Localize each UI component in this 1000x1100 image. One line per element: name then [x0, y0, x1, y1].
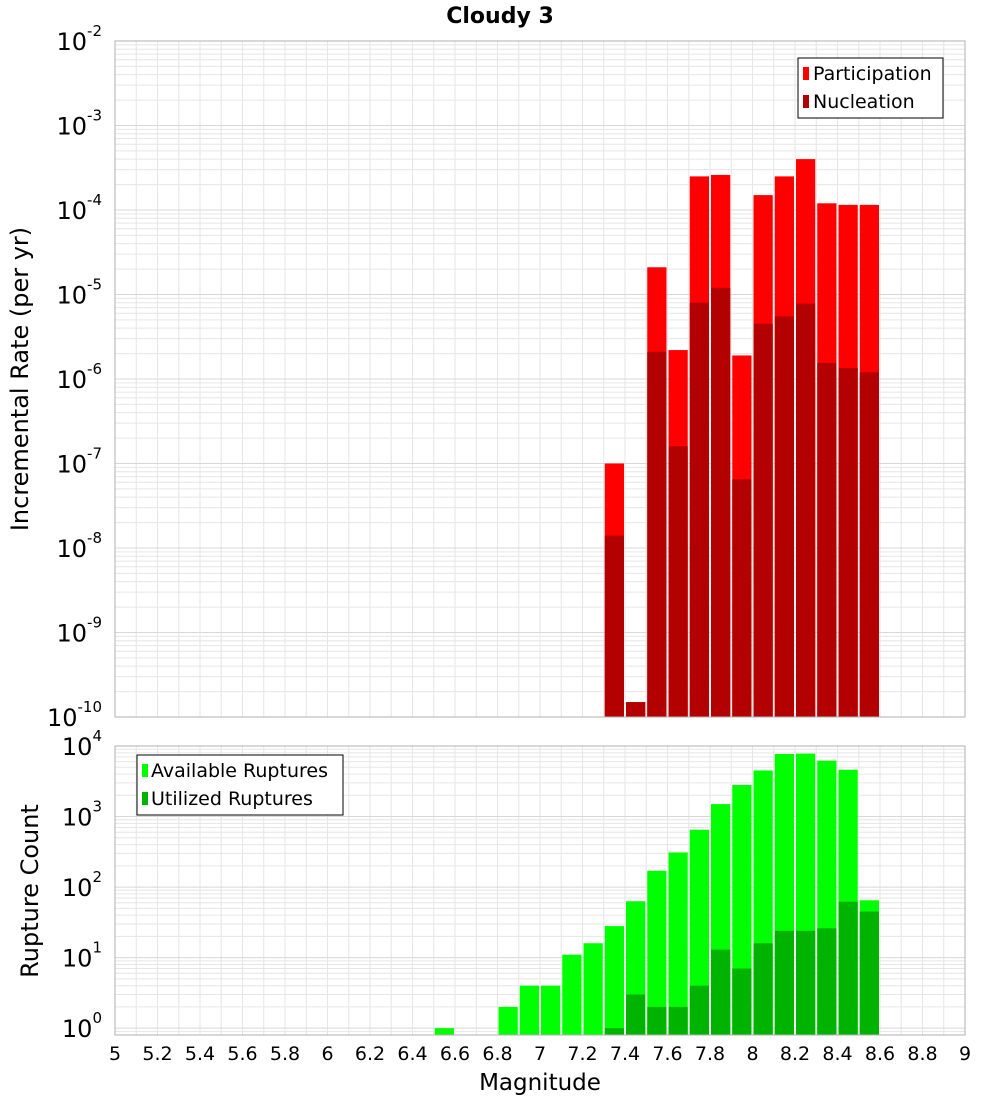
bar-utilized-ruptures	[647, 1006, 667, 1035]
bar-utilized-ruptures	[859, 911, 879, 1035]
legend-label-utilized: Utilized Ruptures	[151, 788, 313, 810]
y-tick-label: 10-5	[56, 276, 102, 310]
bar-available-ruptures	[434, 1028, 454, 1035]
y-tick-label: 10-8	[56, 529, 102, 563]
y-tick-label: 10-10	[47, 698, 102, 732]
bar-available-ruptures	[604, 926, 624, 1035]
legend-swatch-available	[142, 764, 148, 777]
bar-nucleation	[774, 316, 794, 717]
x-tick-labels: 5 5.2 5.4 5.6 5.8 6 6.2 6.4 6.6 6.8 7 7.2 7.4 7.6 7.8 8…	[109, 1043, 971, 1065]
rate-plot-frame	[114, 40, 966, 718]
x-tick-label: 8.8	[907, 1043, 937, 1065]
legend-label-nucleation: Nucleation	[813, 91, 915, 113]
legend-swatch-nucleation	[803, 95, 809, 108]
bar-nucleation	[732, 479, 752, 717]
y-tick-label: 100	[62, 1009, 102, 1043]
y-tick-label: 10-7	[56, 445, 102, 479]
x-tick-label: 7.4	[610, 1043, 640, 1065]
bar-nucleation	[711, 287, 731, 717]
count-plot-frame	[114, 745, 966, 1036]
bar-utilized-ruptures	[796, 930, 816, 1035]
y-tick-label: 10-3	[56, 107, 102, 141]
bar-nucleation	[817, 362, 837, 717]
rate-y-tick-labels: 10-10 10-9 10-8 10-7 10-6 10-5 10-4 10-3 10-2	[47, 22, 102, 732]
rate-gridlines	[114, 41, 966, 718]
y-tick-label: 10-6	[56, 360, 102, 394]
bar-utilized-ruptures	[732, 968, 752, 1035]
bar-available-ruptures	[668, 852, 688, 1035]
x-tick-label: 6.6	[440, 1043, 470, 1065]
x-tick-label: 6	[321, 1043, 333, 1065]
x-axis-label: Magnitude	[479, 1070, 601, 1096]
count-panel: 100 101 102 103 104 Rupture Count Available …	[16, 727, 971, 1096]
x-tick-label: 6.4	[397, 1043, 427, 1065]
bar-nucleation	[689, 302, 709, 717]
bar-nucleation	[859, 372, 879, 717]
bar-utilized-ruptures	[689, 985, 709, 1035]
y-tick-label: 10-9	[56, 614, 102, 648]
x-tick-label: 8.2	[780, 1043, 810, 1065]
bar-available-ruptures	[583, 943, 603, 1035]
rate-legend: Participation Nucleation	[797, 57, 944, 119]
bar-utilized-ruptures	[817, 928, 837, 1035]
count-y-tick-labels: 100 101 102 103 104	[62, 727, 102, 1043]
x-tick-label: 7.8	[695, 1043, 725, 1065]
y-tick-label: 102	[62, 868, 102, 902]
rate-panel: 10-10 10-9 10-8 10-7 10-6 10-5 10-4 10-3 10-2 In…	[6, 22, 966, 732]
bar-available-ruptures	[519, 985, 539, 1035]
x-tick-label: 6.2	[355, 1043, 385, 1065]
bar-available-ruptures	[689, 829, 709, 1035]
bar-utilized-ruptures	[604, 1028, 624, 1035]
y-tick-label: 103	[62, 798, 102, 832]
legend-swatch-utilized	[142, 792, 148, 805]
x-tick-label: 5.6	[227, 1043, 257, 1065]
bar-nucleation	[838, 367, 858, 717]
count-legend: Available Ruptures Utilized Ruptures	[136, 754, 344, 816]
bar-available-ruptures	[647, 870, 667, 1035]
chart-title: Cloudy 3	[446, 4, 554, 29]
bar-utilized-ruptures	[626, 994, 646, 1035]
bar-utilized-ruptures	[838, 901, 858, 1035]
x-tick-label: 9	[959, 1043, 971, 1065]
bar-utilized-ruptures	[711, 949, 731, 1035]
y-tick-label: 101	[62, 939, 102, 973]
x-tick-label: 5	[109, 1043, 121, 1065]
bar-available-ruptures	[541, 985, 561, 1035]
count-bars	[434, 753, 879, 1035]
legend-label-available: Available Ruptures	[151, 760, 328, 782]
x-tick-label: 6.8	[482, 1043, 512, 1065]
count-legend-box	[136, 754, 344, 816]
x-tick-label: 8.6	[865, 1043, 895, 1065]
count-y-axis-label: Rupture Count	[16, 804, 44, 978]
rate-y-axis-label: Incremental Rate (per yr)	[6, 227, 34, 531]
x-tick-label: 7.2	[567, 1043, 597, 1065]
rate-bars	[604, 159, 879, 718]
x-tick-label: 8	[746, 1043, 758, 1065]
bar-nucleation	[796, 303, 816, 717]
bar-nucleation	[753, 323, 773, 717]
bar-nucleation	[626, 702, 646, 717]
rate-legend-box	[797, 57, 944, 119]
legend-label-participation: Participation	[813, 63, 932, 85]
bar-available-ruptures	[498, 1006, 518, 1035]
bar-nucleation	[647, 351, 667, 717]
x-tick-label: 7.6	[652, 1043, 682, 1065]
legend-swatch-participation	[803, 67, 809, 80]
bar-utilized-ruptures	[774, 930, 794, 1035]
x-tick-label: 5.4	[185, 1043, 215, 1065]
bar-nucleation	[668, 446, 688, 717]
y-tick-label: 104	[62, 727, 102, 761]
x-tick-label: 5.2	[142, 1043, 172, 1065]
x-tick-label: 8.4	[822, 1043, 852, 1065]
y-tick-label: 10-4	[56, 191, 102, 225]
x-tick-label: 7	[534, 1043, 546, 1065]
bar-nucleation	[604, 535, 624, 717]
bar-utilized-ruptures	[753, 943, 773, 1035]
y-tick-label: 10-2	[56, 22, 102, 56]
bar-available-ruptures	[562, 954, 582, 1035]
x-tick-label: 5.8	[270, 1043, 300, 1065]
bar-utilized-ruptures	[668, 1006, 688, 1035]
